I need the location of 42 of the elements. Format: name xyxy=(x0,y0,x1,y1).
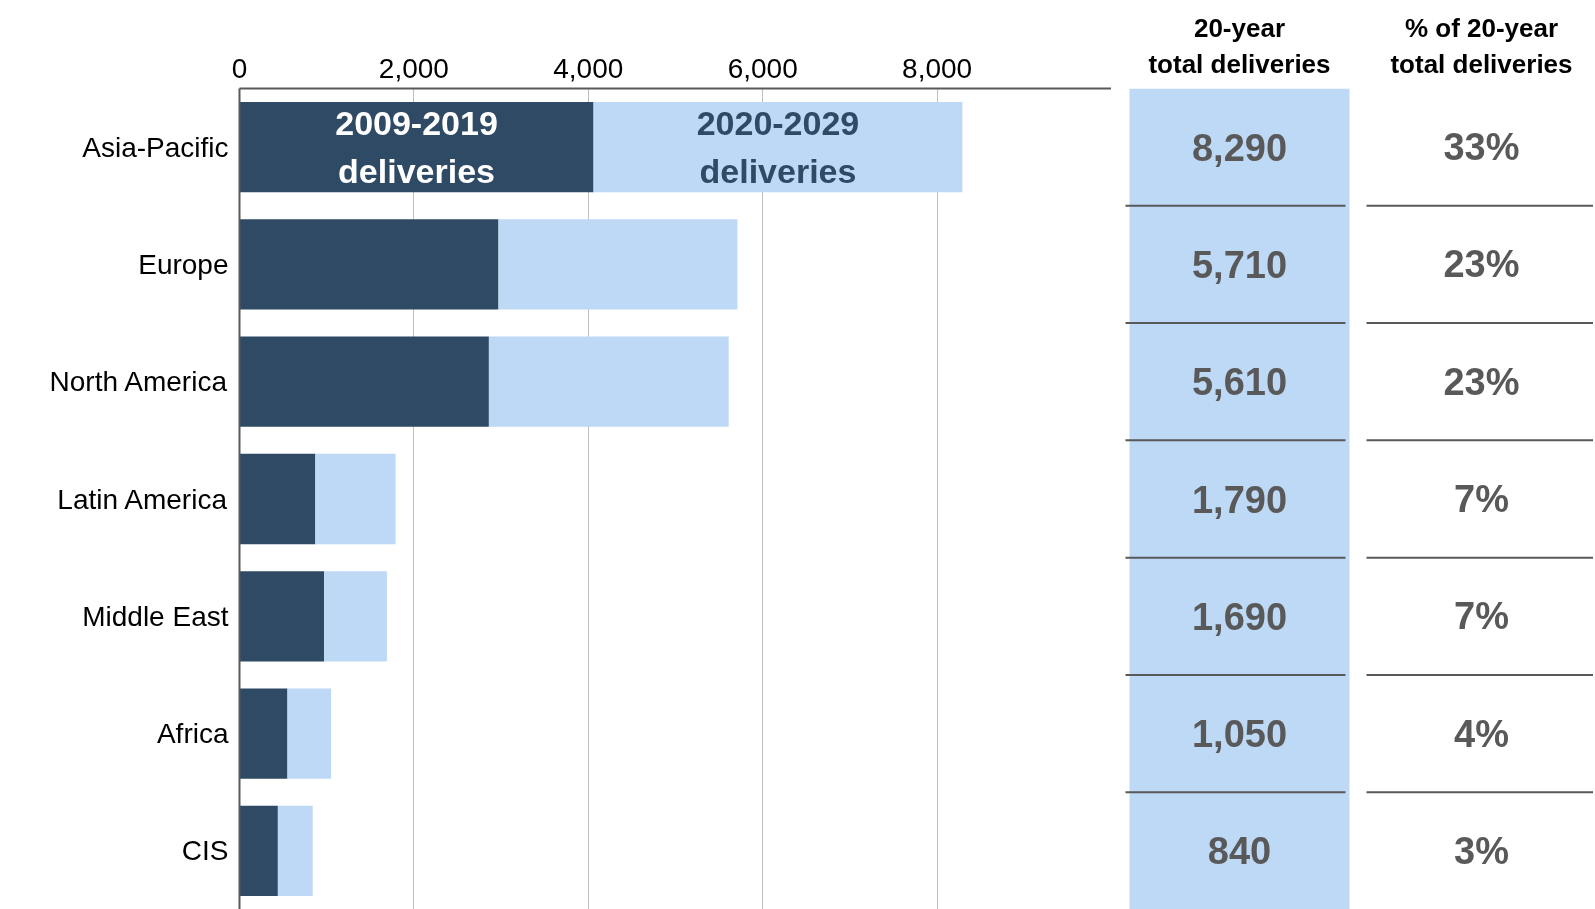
series-label: 2009-2019 deliveries xyxy=(335,104,498,190)
x-tick-label: 2,000 xyxy=(378,52,449,84)
text: 20-year total deliveries xyxy=(1148,12,1331,79)
bar xyxy=(239,571,325,662)
y-tick-label: Middle East xyxy=(82,600,229,632)
bar xyxy=(315,453,396,545)
bar xyxy=(239,336,489,427)
text: 1,690 xyxy=(1191,595,1288,638)
text: 7% xyxy=(1454,478,1509,520)
text: 5,610 xyxy=(1191,361,1288,404)
bar xyxy=(239,805,278,897)
bar xyxy=(498,219,738,310)
text: 840 xyxy=(1207,830,1272,873)
bar xyxy=(277,805,313,897)
bar xyxy=(239,219,499,310)
text: 4% xyxy=(1454,712,1509,755)
x-tick-label: 6,000 xyxy=(727,52,798,84)
y-tick-label: Africa xyxy=(156,718,229,750)
text: 33% xyxy=(1443,126,1520,169)
series-label: 2020-2029 deliveries xyxy=(696,104,860,190)
text: % of 20-year total deliveries xyxy=(1390,12,1573,79)
bar xyxy=(287,688,332,779)
text: 7% xyxy=(1454,595,1509,638)
y-tick-label: Latin America xyxy=(57,483,228,515)
bar xyxy=(324,571,387,662)
text: 3% xyxy=(1454,829,1509,872)
bar xyxy=(488,336,729,427)
bar xyxy=(239,688,288,779)
x-tick-label: 4,000 xyxy=(553,52,624,84)
text: 5,710 xyxy=(1191,243,1288,286)
y-tick-label: CIS xyxy=(181,835,229,867)
x-tick-label: 8,000 xyxy=(902,52,973,84)
text: 23% xyxy=(1443,243,1520,286)
text: 8,290 xyxy=(1191,126,1288,169)
y-tick-label: North America xyxy=(49,366,228,398)
bar xyxy=(239,453,316,545)
text: 1,790 xyxy=(1191,478,1288,521)
x-tick-label: 0 xyxy=(231,52,248,84)
text: 23% xyxy=(1443,360,1520,403)
y-tick-label: Asia-Pacific xyxy=(82,131,229,163)
y-tick-label: Europe xyxy=(138,248,229,280)
text: 1,050 xyxy=(1191,713,1288,756)
